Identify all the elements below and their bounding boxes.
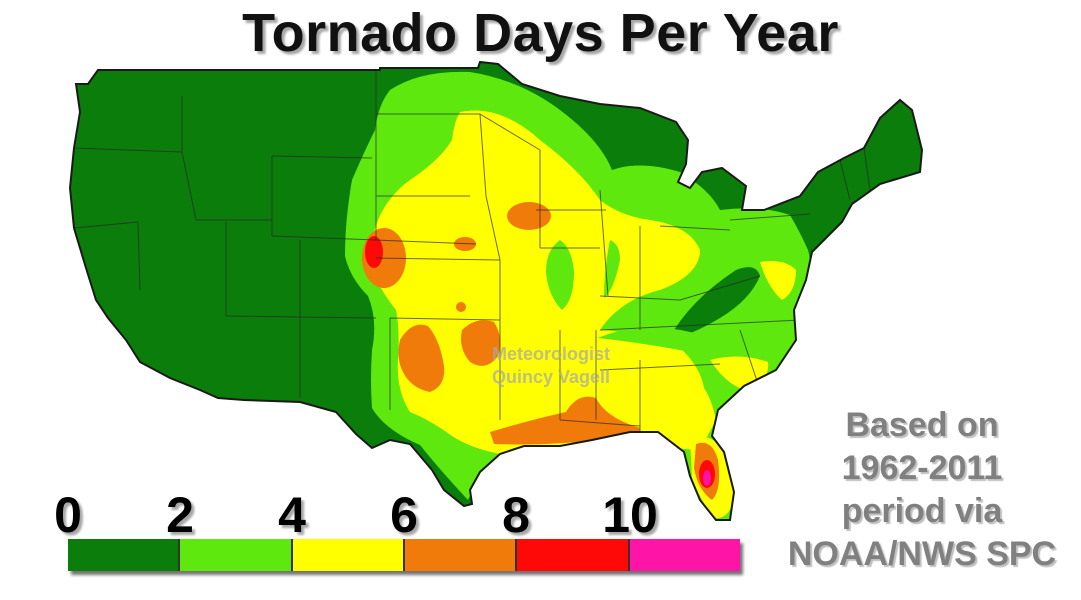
source-line1: Based on	[845, 406, 999, 444]
legend-label-2: 2	[166, 487, 194, 543]
legend-swatch-8-10	[517, 539, 630, 571]
source-note: Based on 1962-2011 period via NOAA/NWS S…	[772, 404, 1072, 576]
contour-10-plus	[703, 470, 711, 486]
map-title: Tornado Days Per Year	[242, 3, 839, 63]
contour-8-10	[365, 236, 715, 488]
source-line2: 1962-2011	[841, 449, 1003, 487]
legend-swatch-2-4	[180, 539, 293, 571]
legend-labels: 0 2 4 6 8 10	[48, 486, 788, 546]
state-lines	[73, 68, 871, 440]
source-line3: period via	[841, 492, 1003, 530]
watermark-line1: Meteorologist	[492, 344, 611, 364]
legend-swatch-6-8	[404, 539, 518, 571]
appalachian-low	[668, 267, 760, 340]
legend-label-8: 8	[502, 487, 530, 543]
watermark-line2: Quincy Vagell	[492, 367, 611, 387]
legend-swatch-4-6	[292, 539, 405, 571]
legend-label-6: 6	[390, 487, 418, 543]
legend-swatch-10-plus	[629, 539, 740, 571]
watermark: Meteorologist Quincy Vagell	[492, 343, 610, 389]
legend-label-4: 4	[278, 487, 306, 543]
legend-label-10: 10	[602, 487, 658, 543]
legend-label-0: 0	[54, 487, 82, 543]
legend-color-bar	[68, 539, 740, 571]
legend-swatch-0-2	[68, 539, 181, 571]
source-line4: NOAA/NWS SPC	[787, 535, 1057, 573]
